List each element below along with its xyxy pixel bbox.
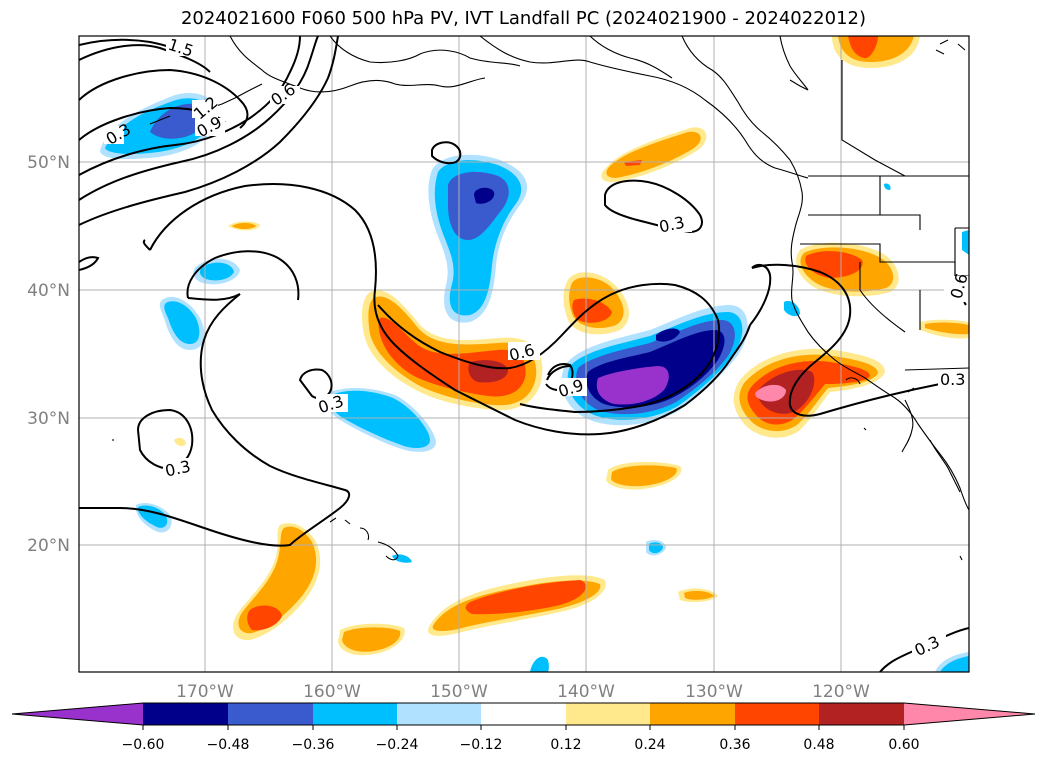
blob-right-edge-orange: [925, 322, 969, 335]
colorbar-tick-8: 0.36: [719, 737, 750, 753]
blob-135w-south-positive: [606, 461, 682, 490]
blob-small-blue-bottom: [530, 656, 549, 672]
blob-california-positive: [733, 348, 885, 438]
colorbar-tick-4: −0.24: [376, 737, 419, 753]
blob-small-orange-west: [232, 223, 256, 229]
blob-145w-south-positive: [428, 575, 606, 636]
lon-label-130w: 130°W: [685, 682, 743, 702]
coastlines: [112, 36, 969, 561]
colorbar-bin-4: [397, 703, 481, 725]
longitude-labels: 170°W 160°W 150°W 140°W 130°W 120°W: [176, 682, 870, 702]
colorbar-bin-3: [313, 703, 397, 725]
blob-162w-positive: [233, 523, 321, 641]
contour-label-5: 0.3: [657, 213, 686, 237]
blob-ne-positive: [832, 36, 920, 68]
colorbar-bin-7: [650, 703, 735, 725]
blob-small-blue-hawaii: [392, 554, 412, 563]
latitude-labels: 50°N 40°N 30°N 20°N: [27, 153, 70, 556]
blob-155w-negative: [324, 388, 436, 452]
colorbar-tick-9: 0.48: [803, 737, 834, 753]
colorbar-bin-6: [566, 703, 650, 725]
colorbar-tick-10: 0.60: [888, 737, 919, 753]
colorbar-tick-2: −0.48: [207, 737, 250, 753]
colorbar-bin-5: [481, 703, 566, 725]
colorbar-tick-5: −0.12: [460, 737, 503, 753]
gridlines: [79, 36, 969, 672]
lon-label-150w: 150°W: [430, 682, 488, 702]
lat-label-50n: 50°N: [27, 153, 70, 173]
blob-small-yellow-sw: [174, 437, 186, 447]
pv-contours: [79, 36, 969, 672]
colorbar-bin-8: [735, 703, 819, 725]
blob-central-north-negative: [428, 154, 528, 323]
contour-label-11: 0.3: [940, 370, 965, 389]
lon-label-140w: 140°W: [557, 682, 615, 702]
colorbar-bin-2: [228, 703, 313, 725]
colorbar: −0.60 −0.48 −0.36 −0.24 −0.12 0.12 0.24 …: [11, 702, 1036, 753]
lat-label-20n: 20°N: [27, 536, 70, 556]
blob-120w-positive: [796, 242, 899, 297]
lon-label-170w: 170°W: [176, 682, 234, 702]
lat-label-30n: 30°N: [27, 409, 70, 429]
blob-main-negative: [561, 305, 748, 426]
contour-label-12: 0.6: [947, 271, 972, 301]
contour-label-7: 0.3: [163, 457, 192, 481]
colorbar-right-extend: [904, 703, 1035, 725]
lon-label-160w: 160°W: [303, 682, 361, 702]
contour-label-backgrounds: [104, 38, 969, 654]
colorbar-tick-7: 0.24: [634, 737, 665, 753]
colorbar-bin-9: [819, 703, 904, 725]
colorbar-tick-1: −0.60: [122, 737, 165, 753]
colorbar-left-extend: [12, 703, 143, 725]
blob-163w-far-south-positive: [338, 623, 405, 656]
map-title: 2024021600 F060 500 hPa PV, IVT Landfall…: [180, 8, 867, 29]
colorbar-tick-3: −0.36: [292, 737, 335, 753]
lon-label-120w: 120°W: [812, 682, 870, 702]
blob-small-blue-coast: [784, 300, 800, 317]
lat-label-40n: 40°N: [27, 281, 70, 301]
blob-right-edge-blue: [962, 230, 969, 255]
colorbar-bin-1: [143, 703, 228, 725]
map-frame: [78, 35, 970, 673]
colorbar-tick-6: 0.12: [550, 737, 581, 753]
